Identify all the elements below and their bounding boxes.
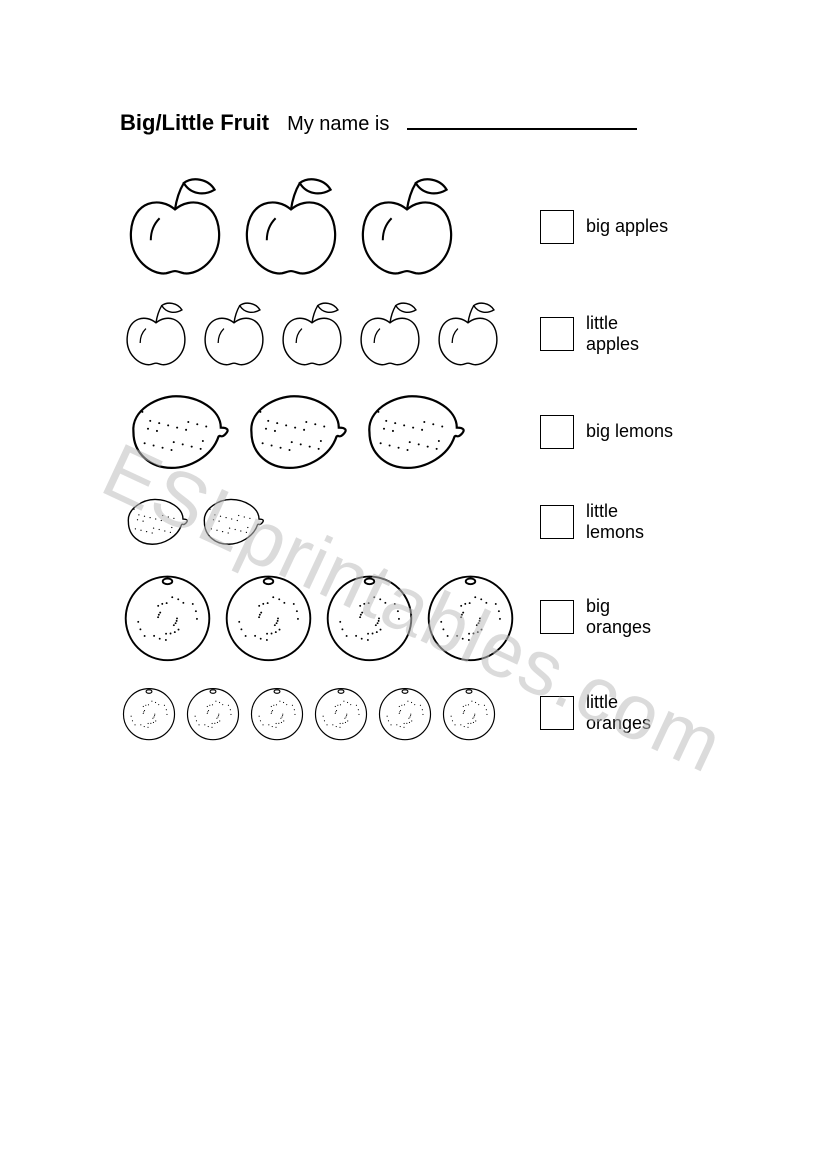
orange-icon [184, 684, 242, 742]
count-input-box[interactable] [540, 505, 574, 539]
name-input-line[interactable] [407, 110, 637, 130]
orange-icon [312, 684, 370, 742]
row-label: big apples [586, 216, 668, 237]
apple-icon [236, 174, 346, 279]
orange-icon [221, 569, 316, 664]
row-label: big oranges [586, 596, 676, 637]
row-label: little oranges [586, 692, 676, 733]
lemon-icon [120, 389, 232, 474]
worksheet-title: Big/Little Fruit [120, 110, 269, 136]
worksheet-page: ESLprintables.com Big/Little Fruit My na… [0, 0, 826, 1169]
apple-icon [198, 299, 270, 369]
lemon-icon [120, 494, 190, 549]
orange-group [120, 569, 520, 664]
worksheet-header: Big/Little Fruit My name is [120, 110, 736, 136]
count-input-box[interactable] [540, 210, 574, 244]
row-little-orange: little oranges [120, 684, 736, 742]
row-label: little apples [586, 313, 676, 354]
lemon-group [120, 389, 520, 474]
row-little-lemon: little lemons [120, 494, 736, 549]
apple-icon [354, 299, 426, 369]
count-input-box[interactable] [540, 600, 574, 634]
row-big-lemon: big lemons [120, 389, 736, 474]
orange-group [120, 684, 520, 742]
orange-icon [120, 684, 178, 742]
lemon-icon [196, 494, 266, 549]
lemon-group [120, 494, 520, 549]
answer-group: little lemons [540, 501, 676, 542]
orange-icon [440, 684, 498, 742]
row-big-orange: big oranges [120, 569, 736, 664]
orange-icon [423, 569, 518, 664]
row-big-apple: big apples [120, 174, 736, 279]
orange-icon [322, 569, 417, 664]
answer-group: big lemons [540, 415, 673, 449]
count-input-box[interactable] [540, 415, 574, 449]
apple-group [120, 174, 520, 279]
apple-icon [352, 174, 462, 279]
answer-group: big oranges [540, 596, 676, 637]
answer-group: little oranges [540, 692, 676, 733]
answer-group: little apples [540, 313, 676, 354]
row-label: little lemons [586, 501, 676, 542]
lemon-icon [238, 389, 350, 474]
row-label: big lemons [586, 421, 673, 442]
apple-icon [120, 174, 230, 279]
count-input-box[interactable] [540, 696, 574, 730]
orange-icon [248, 684, 306, 742]
name-label: My name is [287, 113, 389, 136]
answer-group: big apples [540, 210, 668, 244]
row-little-apple: little apples [120, 299, 736, 369]
count-input-box[interactable] [540, 317, 574, 351]
lemon-icon [356, 389, 468, 474]
apple-icon [432, 299, 504, 369]
rows-container: big apples [120, 174, 736, 742]
apple-group [120, 299, 520, 369]
apple-icon [120, 299, 192, 369]
orange-icon [120, 569, 215, 664]
orange-icon [376, 684, 434, 742]
apple-icon [276, 299, 348, 369]
